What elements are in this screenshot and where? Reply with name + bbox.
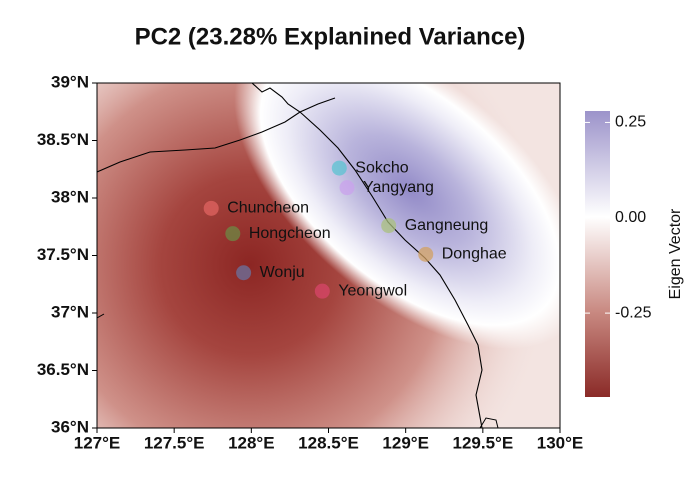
map-title: PC2 (23.28% Explanined Variance): [135, 23, 526, 50]
colorbar-title: Eigen Vector: [667, 208, 684, 299]
y-tick-label: 36°N: [51, 417, 89, 436]
station-label: Yeongwol: [338, 282, 407, 299]
station-marker: [225, 226, 241, 242]
y-tick-label: 37°N: [51, 302, 89, 321]
x-tick-label: 127°E: [74, 433, 121, 452]
field: [97, 83, 560, 428]
station-marker: [418, 246, 434, 262]
x-tick-label: 128.5°E: [298, 433, 359, 452]
y-tick-label: 38°N: [51, 187, 89, 206]
y-tick-label: 39°N: [51, 72, 89, 91]
y-tick-label: 37.5°N: [37, 245, 89, 264]
x-tick-label: 128°E: [228, 433, 275, 452]
station-label: Sokcho: [355, 159, 408, 176]
border-line: [97, 97, 336, 173]
field-positive: [97, 83, 560, 428]
x-tick-label: 129°E: [382, 433, 429, 452]
station-label: Hongcheon: [249, 225, 331, 242]
colorbar-tick-label: -0.25: [615, 304, 652, 321]
colorbar: [585, 111, 610, 397]
station-marker: [381, 218, 397, 234]
coastline: [479, 417, 499, 428]
colorbar-tick-label: 0.25: [615, 114, 646, 131]
x-tick-label: 130°E: [537, 433, 584, 452]
x-tick-label: 127.5°E: [144, 433, 205, 452]
station-marker: [236, 265, 252, 281]
coastline: [251, 83, 483, 428]
station-label: Wonju: [260, 264, 305, 281]
station-label: Donghae: [442, 246, 507, 263]
station-marker: [203, 200, 219, 216]
coastline: [97, 313, 105, 319]
station-marker: [314, 283, 330, 299]
station-marker: [331, 160, 347, 176]
y-tick-label: 36.5°N: [37, 360, 89, 379]
station-label: Gangneung: [405, 217, 489, 234]
x-tick-label: 129.5°E: [452, 433, 513, 452]
colorbar-tick-label: 0.00: [615, 209, 646, 226]
station-label: Yangyang: [363, 179, 434, 196]
y-tick-label: 38.5°N: [37, 130, 89, 149]
station-marker: [339, 180, 355, 196]
station-label: Chuncheon: [227, 200, 309, 217]
